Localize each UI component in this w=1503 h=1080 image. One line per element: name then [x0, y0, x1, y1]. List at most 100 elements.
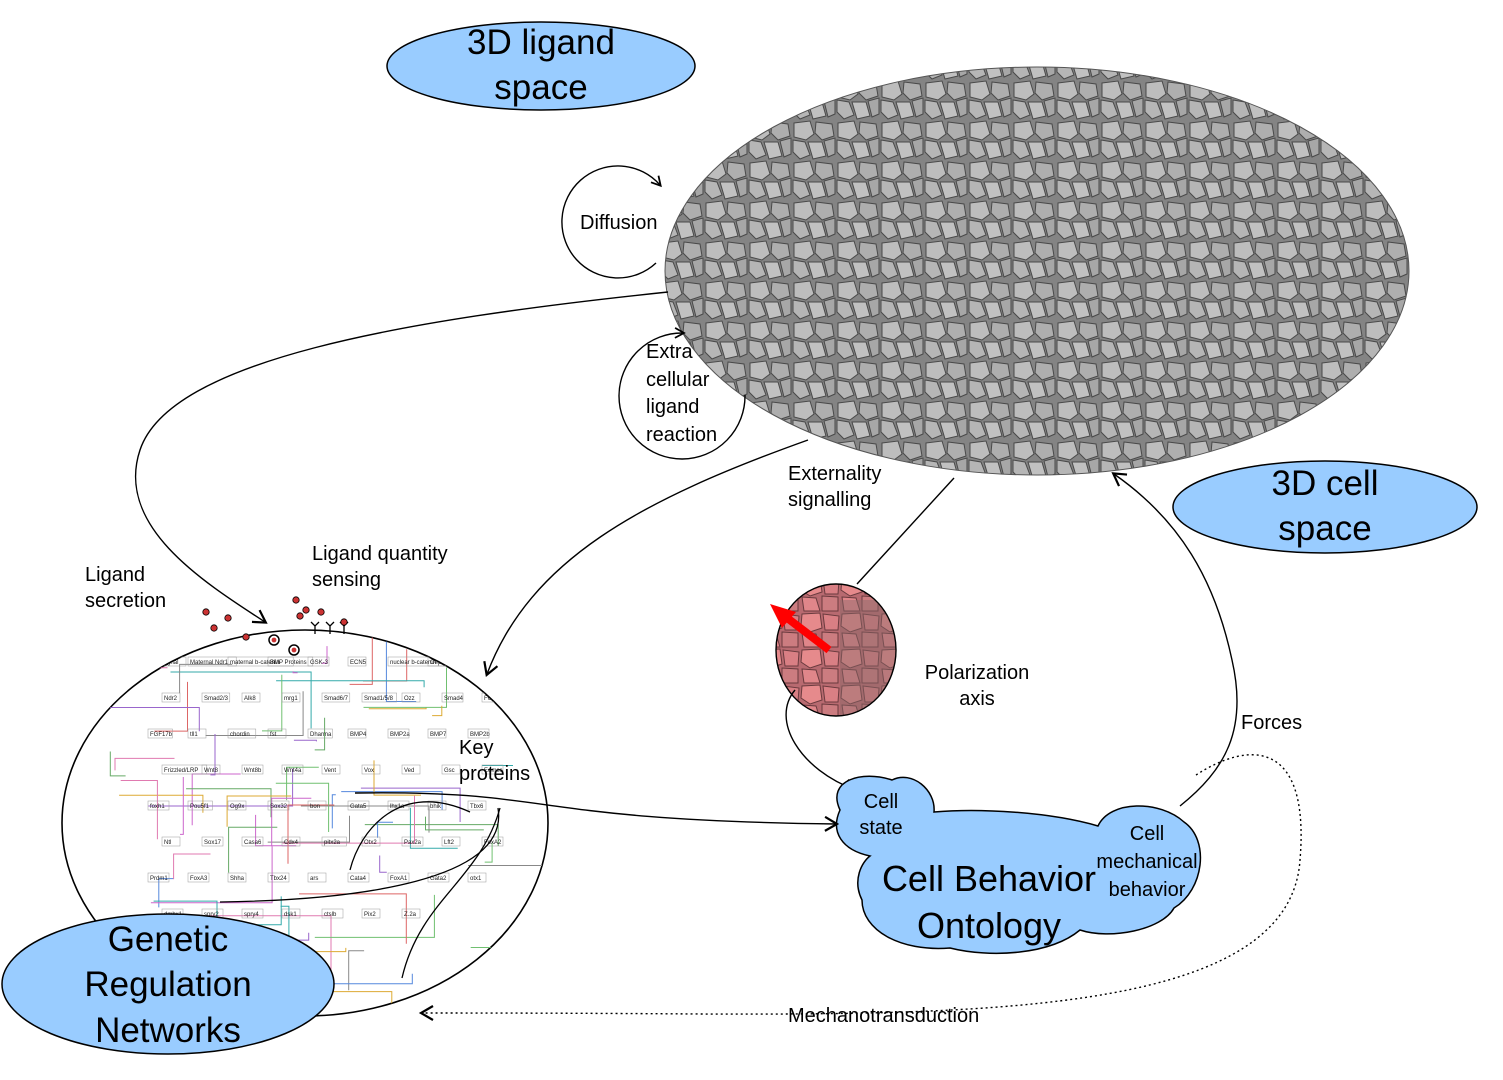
- network-gene-box: [227, 728, 257, 739]
- network-gene-box: [161, 764, 208, 775]
- network-gene-box: [387, 872, 410, 883]
- network-gene-box: [307, 872, 327, 883]
- grn-ellipse: [1, 913, 335, 1055]
- network-gene-label: FoxA2: [484, 840, 502, 846]
- network-gene-box: [187, 728, 207, 739]
- network-gene-box: [307, 656, 330, 667]
- network-wire: [363, 667, 447, 708]
- network-gene-label: BMP2a: [390, 732, 410, 738]
- network-wire: [468, 865, 548, 891]
- cell-state-label: Cell state: [859, 791, 903, 839]
- network-gene-box: [401, 692, 421, 703]
- network-wire: [150, 846, 273, 904]
- network-wire: [379, 855, 387, 873]
- ligand-secretion-label: Ligand secretion: [85, 564, 167, 612]
- extracellular-arrow: [618, 327, 746, 460]
- network-gene-box: [227, 800, 247, 811]
- network-gene-box: [387, 800, 410, 811]
- ligand-sensing-label: Ligand quantity sensing: [312, 543, 448, 591]
- network-wire: [158, 878, 174, 908]
- network-wire: [348, 950, 365, 991]
- key-proteins-label: Key proteins: [459, 737, 531, 785]
- network-gene-box: [427, 728, 447, 739]
- network-gene-label: Otx2: [364, 840, 377, 846]
- network-wire: [482, 765, 513, 766]
- polarity-arrow-icon: [770, 604, 832, 654]
- network-wire: [114, 757, 175, 771]
- network-gene-box: [187, 656, 237, 667]
- cell-mechanical-label: Cell mechanical behavior: [1096, 823, 1198, 901]
- cell-behavior-cloud: [835, 775, 1202, 955]
- network-gene-box: [201, 692, 231, 703]
- network-wire: [276, 680, 425, 688]
- network-gene-label: Pou5f1: [190, 804, 210, 810]
- network-gene-label: Tbx24: [270, 876, 287, 882]
- network-gene-box: [347, 656, 367, 667]
- network-wire: [275, 782, 330, 832]
- network-wire: [432, 705, 443, 717]
- network-gene-label: otx1: [470, 876, 482, 882]
- network-wire: [210, 734, 216, 776]
- network-wire: [314, 717, 326, 751]
- network-gene-label: pitx2a: [324, 840, 341, 846]
- network-gene-box: [441, 692, 464, 703]
- network-wire: [287, 804, 335, 864]
- polarization-label: Polarization axis: [924, 662, 1030, 710]
- network-gene-label: Gsc: [444, 768, 455, 774]
- network-gene-label: FoxA1: [390, 876, 408, 882]
- network-gene-box: [267, 656, 314, 667]
- network-gene-label: Ndr1: [470, 660, 484, 666]
- network-gene-box: [241, 692, 261, 703]
- network-gene-label: Shha: [230, 876, 245, 882]
- ligand-dot-icons: [202, 596, 348, 656]
- network-gene-label: Prdm1: [150, 876, 168, 882]
- network-wire: [385, 641, 417, 702]
- line-tissue-to-polar: [856, 477, 955, 585]
- network-gene-box: [347, 800, 370, 811]
- network-gene-label: ECN5: [350, 660, 367, 666]
- network-gene-label: Sox17: [204, 840, 222, 846]
- grn-feedback-curve-2: [401, 807, 501, 979]
- network-gene-box: [467, 872, 487, 883]
- extracellular-label: Extra cellular ligand reaction: [646, 341, 718, 446]
- network-wire: [154, 681, 188, 732]
- network-gene-label: tll1: [190, 732, 198, 738]
- network-gene-box: [201, 764, 221, 775]
- network-gene-label: BMP4: [350, 732, 367, 738]
- network-gene-box: [347, 728, 367, 739]
- network-wire: [271, 797, 312, 847]
- ligand-dot-icon: [210, 624, 218, 632]
- network-gene-label: Gata2: [430, 876, 447, 882]
- network-gene-box: [281, 836, 301, 847]
- network-wire: [186, 788, 272, 818]
- network-gene-box: [241, 764, 264, 775]
- network-wiring: [82, 630, 548, 1016]
- network-wire: [109, 751, 126, 777]
- grn-feedback-curve-3: [349, 801, 471, 871]
- network-gene-label: GSK-3: [310, 660, 329, 666]
- network-gene-label: Gata5: [350, 804, 367, 810]
- mechanotransduction-label: Mechanotransduction: [788, 1005, 980, 1027]
- network-gene-label: Dharma: [310, 732, 332, 738]
- network-gene-label: nuclear b-catenin-TCF: [390, 660, 450, 666]
- network-gene-label: bon: [310, 804, 320, 810]
- ligand-dot-icon: [302, 606, 310, 614]
- network-wire: [314, 894, 435, 938]
- network-wire: [341, 791, 443, 810]
- network-gene-box: [321, 692, 351, 703]
- network-wire: [318, 991, 393, 1016]
- network-wire: [228, 826, 278, 873]
- network-gene-label: Vent: [324, 768, 336, 774]
- network-gene-label: Smad2/3: [204, 696, 229, 702]
- network-gene-box: [401, 908, 421, 919]
- network-gene-label: Pix2: [364, 912, 376, 918]
- diffusion-label: Diffusion: [580, 212, 658, 234]
- network-wire: [292, 671, 298, 674]
- network-gene-box: [281, 692, 301, 703]
- network-gene-box: [427, 800, 447, 811]
- network-wire: [286, 766, 319, 801]
- arrow-tissue-to-secretion: [134, 291, 669, 624]
- network-gene-label: FGF: [484, 696, 496, 702]
- tissue-image: [665, 67, 1409, 475]
